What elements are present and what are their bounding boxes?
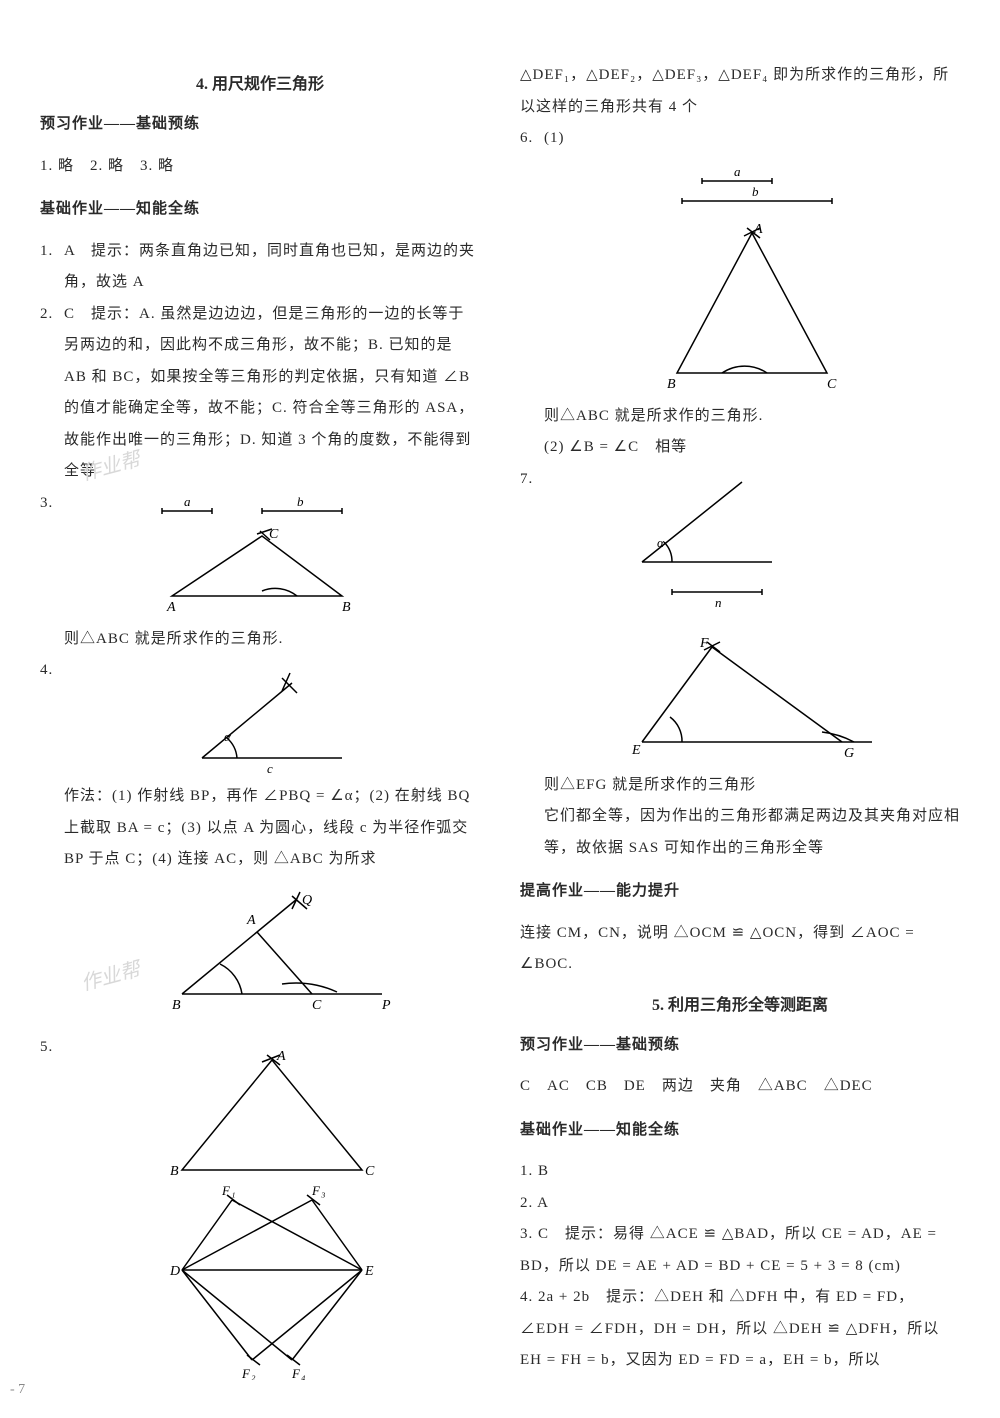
- basic5-header: 基础作业——知能全练: [520, 1115, 960, 1147]
- page-number: - 7: [10, 1382, 25, 1398]
- section-4-title: 4. 用尺规作三角形: [40, 70, 480, 94]
- label-C3: C: [269, 527, 279, 542]
- label-F1: F₁: [221, 1183, 236, 1198]
- q3-caption: 则△ABC 就是所求作的三角形.: [64, 624, 480, 656]
- q7-caption: 则△EFG 就是所求作的三角形: [544, 770, 960, 802]
- q5-figure: A B C D E F₁ F₃ F₂: [132, 1040, 412, 1380]
- label-D5: D: [169, 1264, 181, 1279]
- q7-num: 7.: [520, 464, 544, 865]
- s5-q4: 4. 2a + 2b 提示：△DEH 和 △DFH 中，有 ED = FD，∠E…: [520, 1282, 960, 1377]
- basic-header: 基础作业——知能全练: [40, 194, 480, 226]
- q4: 4. α c 作法：(1) 作射线 BP，再作 ∠PBQ =: [40, 655, 480, 1032]
- q6-sub: (1): [544, 130, 565, 146]
- q6-body: (1) a b A B C: [544, 123, 960, 464]
- right-top: △DEF₁，△DEF₂，△DEF₃，△DEF₄ 即为所求作的三角形，所以这样的三…: [520, 60, 960, 123]
- label-b6: b: [752, 184, 760, 199]
- label-F2: F₂: [241, 1366, 256, 1380]
- q5-num: 5.: [40, 1032, 64, 1388]
- label-B6: B: [667, 377, 677, 392]
- q3-figure: a b A B C: [142, 496, 402, 616]
- label-b: b: [297, 496, 305, 509]
- label-A6: A: [753, 222, 764, 237]
- q4-body: α c 作法：(1) 作射线 BP，再作 ∠PBQ = ∠α；(2) 在射线 B…: [64, 655, 480, 1032]
- label-B3: B: [342, 600, 352, 615]
- q2-body: C 提示：A. 虽然是边边边，但是三角形的一边的长等于另两边的和，因此构不成三角…: [64, 299, 480, 488]
- q1-body: A 提示：两条直角边已知，同时直角也已知，是两边的夹角，故选 A: [64, 236, 480, 299]
- q7-expl: 它们都全等，因为作出的三角形都满足两边及其夹角对应相等，故依据 SAS 可知作出…: [544, 801, 960, 864]
- q6-figure: a b A B C: [622, 163, 882, 393]
- q7-figure: α n E F G: [622, 472, 902, 762]
- label-C4b: C: [312, 998, 322, 1013]
- section-5-title: 5. 利用三角形全等测距离: [520, 991, 960, 1015]
- right-column: △DEF₁，△DEF₂，△DEF₃，△DEF₄ 即为所求作的三角形，所以这样的三…: [520, 60, 960, 1388]
- q4-method: 作法：(1) 作射线 BP，再作 ∠PBQ = ∠α；(2) 在射线 BQ 上截…: [64, 781, 480, 876]
- s5-q1: 1. B: [520, 1156, 960, 1188]
- q3-num: 3.: [40, 488, 64, 656]
- preview-answers: 1. 略 2. 略 3. 略: [40, 151, 480, 183]
- label-alpha4: α: [224, 729, 232, 744]
- label-A4: A: [246, 913, 257, 928]
- label-c4: c: [267, 761, 274, 773]
- q1-num: 1.: [40, 236, 64, 299]
- q3: 3. a b A B C: [40, 488, 480, 656]
- q1: 1. A 提示：两条直角边已知，同时直角也已知，是两边的夹角，故选 A: [40, 236, 480, 299]
- q3-body: a b A B C 则△ABC 就是所求作的三角形.: [64, 488, 480, 656]
- q4-figure-angle: α c: [182, 663, 362, 773]
- page-content: 4. 用尺规作三角形 预习作业——基础预练 1. 略 2. 略 3. 略 基础作…: [40, 60, 960, 1388]
- label-F4: F₄: [291, 1366, 306, 1380]
- q6-num: 6.: [520, 123, 544, 464]
- label-G7: G: [844, 746, 855, 761]
- q7-body: α n E F G: [544, 464, 960, 865]
- s5-q2: 2. A: [520, 1188, 960, 1220]
- left-column: 4. 用尺规作三角形 预习作业——基础预练 1. 略 2. 略 3. 略 基础作…: [40, 60, 480, 1388]
- s5-q3: 3. C 提示：易得 △ACE ≌ △BAD，所以 CE = AD，AE = B…: [520, 1219, 960, 1282]
- label-n7: n: [715, 595, 723, 610]
- q2-num: 2.: [40, 299, 64, 488]
- q6-part2: (2) ∠B = ∠C 相等: [544, 432, 960, 464]
- label-P4: P: [381, 998, 392, 1013]
- adv-header: 提高作业——能力提升: [520, 876, 960, 908]
- q5-body: A B C D E F₁ F₃ F₂: [64, 1032, 480, 1388]
- label-a6: a: [734, 164, 742, 179]
- label-Q4: Q: [302, 893, 313, 908]
- label-B4: B: [172, 998, 182, 1013]
- preview5-answers: C AC CB DE 两边 夹角 △ABC △DEC: [520, 1071, 960, 1103]
- q4-figure-construct: B C P A Q: [142, 884, 402, 1024]
- q5: 5. A B C: [40, 1032, 480, 1388]
- label-C5b: C: [365, 1164, 375, 1179]
- label-B5: B: [170, 1164, 180, 1179]
- label-F3: F₃: [311, 1183, 326, 1198]
- q2: 2. C 提示：A. 虽然是边边边，但是三角形的一边的长等于另两边的和，因此构不…: [40, 299, 480, 488]
- q4-num: 4.: [40, 655, 64, 1032]
- adv-line: 连接 CM，CN，说明 △OCM ≌ △OCN，得到 ∠AOC = ∠BOC.: [520, 918, 960, 981]
- label-C6: C: [827, 377, 837, 392]
- label-A5: A: [276, 1049, 287, 1064]
- q6: 6. (1) a b A B: [520, 123, 960, 464]
- preview-header: 预习作业——基础预练: [40, 109, 480, 141]
- label-a: a: [184, 496, 192, 509]
- label-F7: F: [699, 636, 710, 651]
- q6-caption: 则△ABC 就是所求作的三角形.: [544, 401, 960, 433]
- label-alpha7: α: [657, 535, 665, 550]
- label-E5: E: [364, 1264, 375, 1279]
- q7: 7. α n: [520, 464, 960, 865]
- preview5-header: 预习作业——基础预练: [520, 1030, 960, 1062]
- label-E7: E: [631, 743, 642, 758]
- label-A3: A: [166, 600, 177, 615]
